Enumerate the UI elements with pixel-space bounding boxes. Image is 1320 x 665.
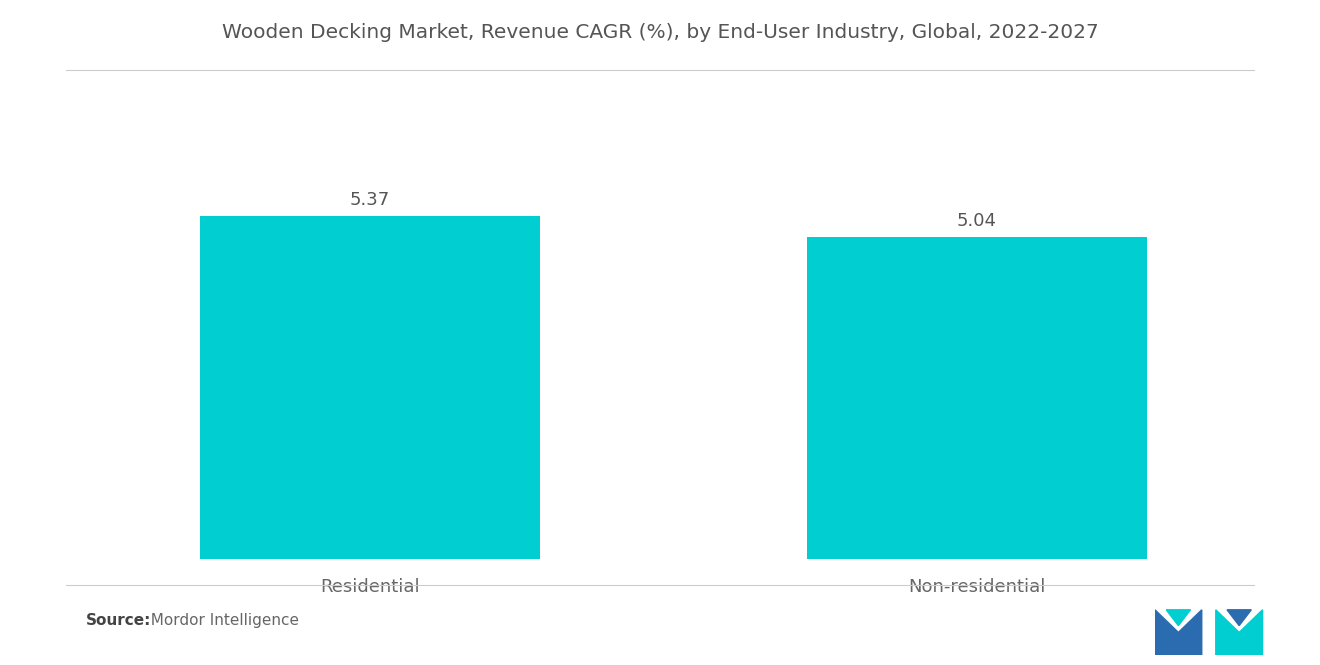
Text: Mordor Intelligence: Mordor Intelligence <box>141 613 300 628</box>
Polygon shape <box>1228 610 1251 626</box>
Text: 5.04: 5.04 <box>957 212 997 231</box>
Text: Source:: Source: <box>86 613 152 628</box>
Bar <box>199 215 540 559</box>
Bar <box>807 237 1147 559</box>
Polygon shape <box>1167 610 1191 626</box>
Polygon shape <box>1155 610 1201 655</box>
Text: 5.37: 5.37 <box>350 192 389 209</box>
Polygon shape <box>1216 610 1262 655</box>
Text: Wooden Decking Market, Revenue CAGR (%), by End-User Industry, Global, 2022-2027: Wooden Decking Market, Revenue CAGR (%),… <box>222 23 1098 43</box>
